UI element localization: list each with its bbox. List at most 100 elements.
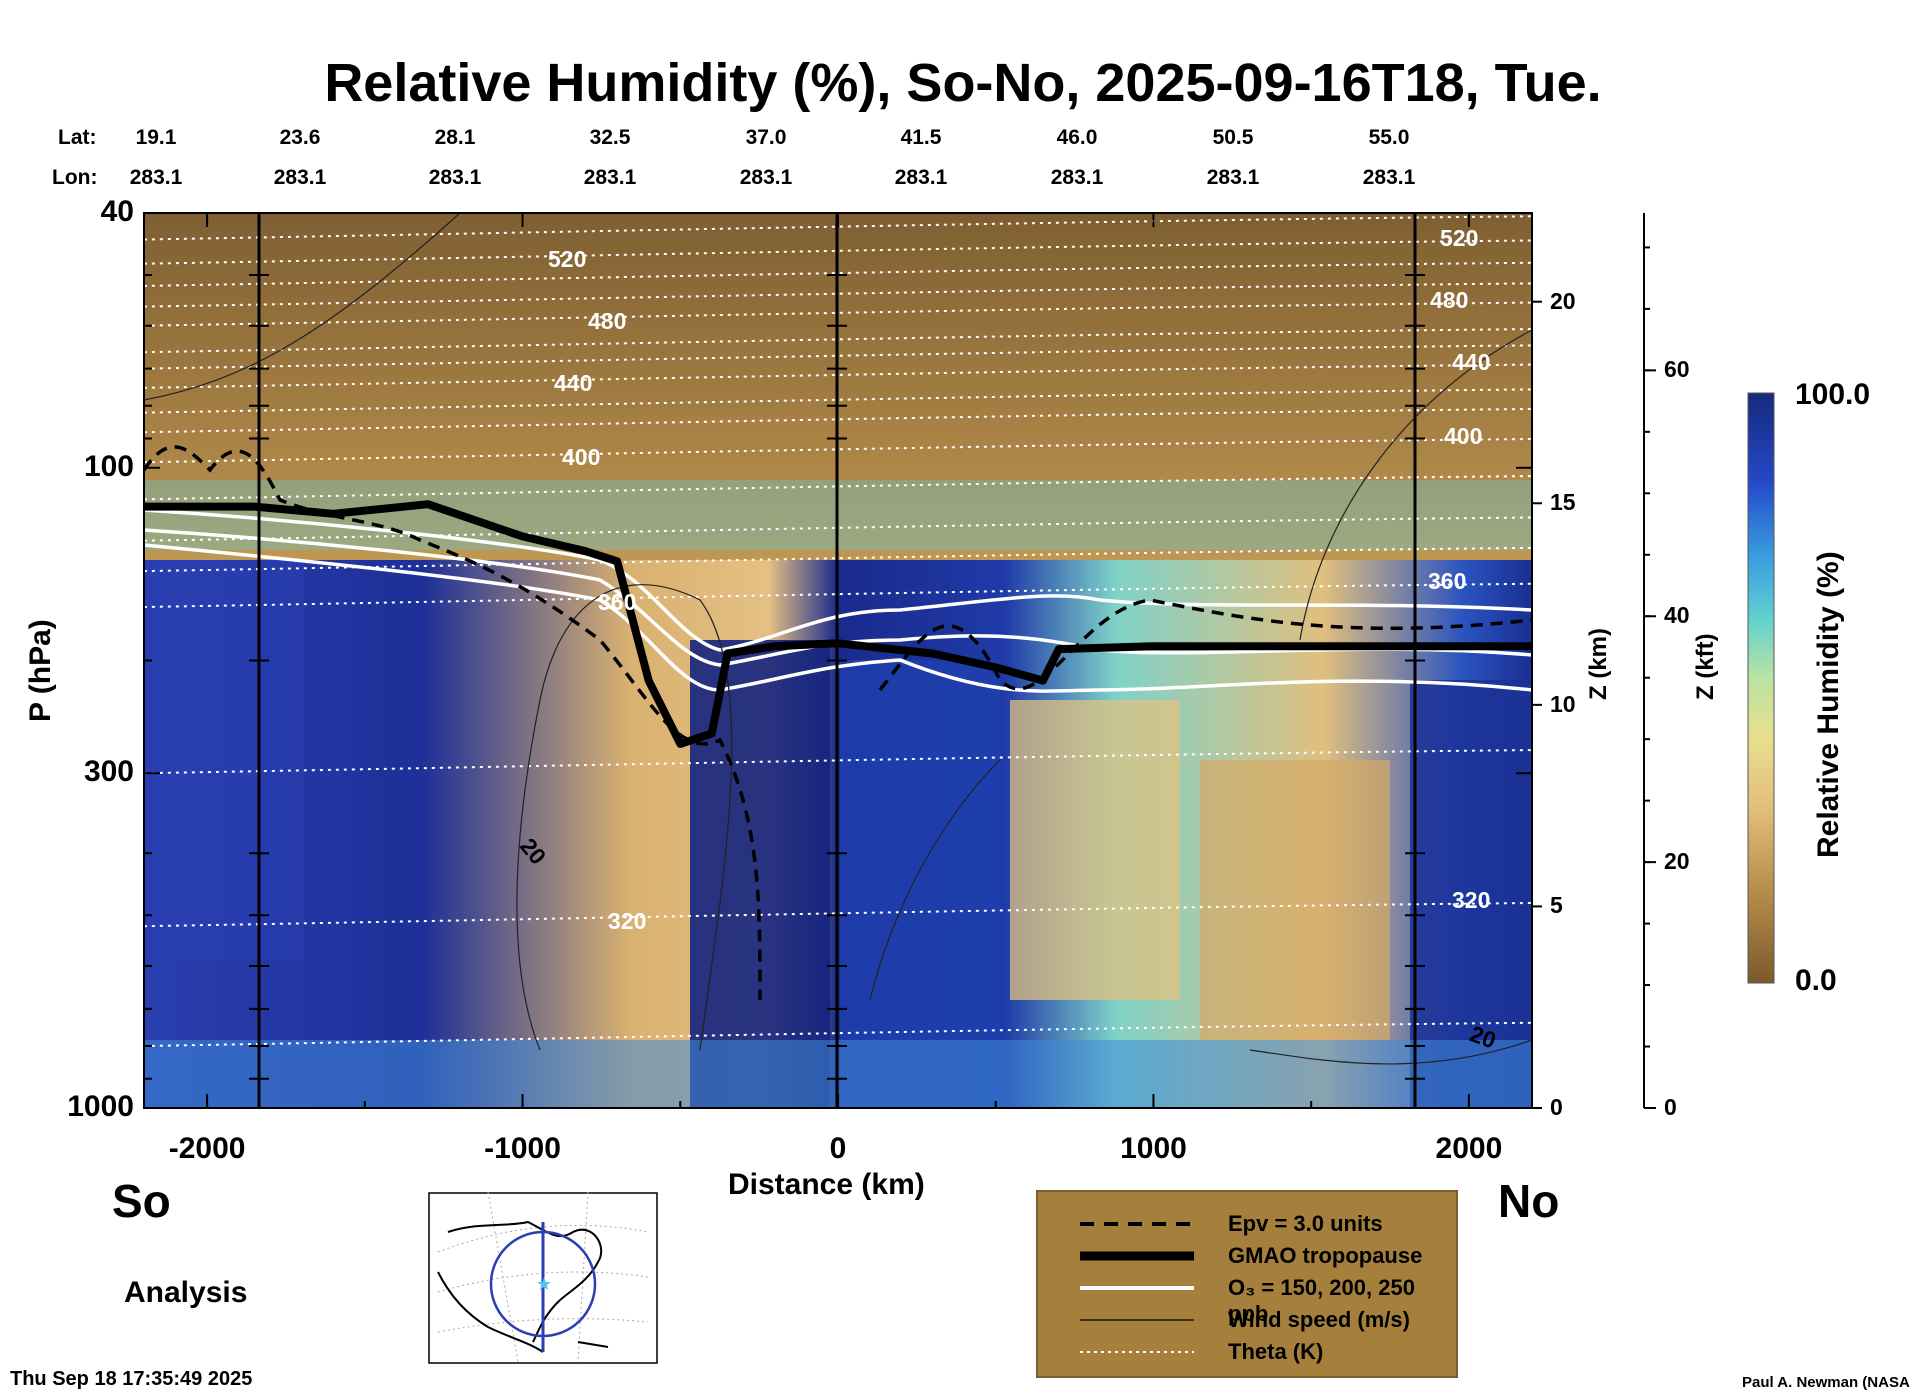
theta-line <box>144 408 1532 434</box>
legend: Epv = 3.0 units GMAO tropopause O₃ = 150… <box>1036 1190 1458 1378</box>
theta-label: 360 <box>598 589 637 615</box>
theta-label: 440 <box>1452 349 1491 375</box>
timestamp: Thu Sep 18 17:35:49 2025 <box>10 1368 253 1390</box>
lon-value: 283.1 <box>1050 166 1104 189</box>
lat-value: 28.1 <box>434 126 476 149</box>
theta-label: 400 <box>1444 423 1483 449</box>
theta-label: 440 <box>554 370 593 396</box>
inset-map: ★ <box>428 1192 658 1364</box>
dry-patch <box>1010 700 1180 1000</box>
y-tick-label: 300 <box>83 755 134 789</box>
map-coastline <box>437 1220 609 1353</box>
theta-label: 520 <box>1440 225 1479 251</box>
lon-label: Lon: <box>52 166 98 189</box>
z-km-tick-label: 10 <box>1550 690 1576 717</box>
x-tick-label: 2000 <box>1435 1132 1503 1165</box>
x-axis-ticks <box>206 213 1470 1108</box>
theta-label: 400 <box>562 444 601 470</box>
epv-contour <box>144 445 1532 1001</box>
analysis-label: Analysis <box>124 1276 248 1309</box>
theta-line <box>144 902 1532 928</box>
wind-contour <box>869 759 1001 1001</box>
y-tick-label: 40 <box>100 195 134 228</box>
lat-value: 37.0 <box>745 126 787 149</box>
moist-column <box>1410 680 1532 1108</box>
y-axis-title: P (hPa) <box>24 619 57 722</box>
legend-item-wind: Wind speed (m/s) <box>1228 1307 1410 1332</box>
legend-swatches <box>1080 1222 1194 1353</box>
x-tick-label: 1000 <box>1120 1132 1187 1165</box>
y-tick-label: 100 <box>83 449 134 483</box>
x-tick-label: 0 <box>829 1132 847 1165</box>
theta-label: 520 <box>548 246 587 272</box>
theta-label: 320 <box>608 908 647 934</box>
lat-value: 23.6 <box>279 126 321 149</box>
theta-line <box>144 1021 1532 1047</box>
theta-line <box>144 363 1532 389</box>
ozone-250 <box>144 543 1532 693</box>
theta-label: 320 <box>1452 887 1491 913</box>
z-kft-tick-label: 40 <box>1664 602 1690 629</box>
x-tick-label: -2000 <box>168 1132 246 1165</box>
epv-line <box>878 598 1532 692</box>
z-km-title: Z (km) <box>1585 628 1612 700</box>
lat-value: 19.1 <box>135 126 177 149</box>
theta-line <box>144 328 1532 354</box>
lon-value: 283.1 <box>1362 166 1416 189</box>
theta-line <box>144 516 1532 542</box>
theta-line <box>144 475 1532 501</box>
epv-line <box>144 445 762 1001</box>
lat-value: 55.0 <box>1368 126 1410 149</box>
theta-label: 480 <box>588 308 627 334</box>
z-kft-title: Z (kft) <box>1692 633 1719 700</box>
legend-item-theta: Theta (K) <box>1228 1339 1324 1364</box>
map-star-icon: ★ <box>536 1274 552 1295</box>
legend-item-epv: Epv = 3.0 units <box>1228 1211 1383 1236</box>
colorbar-title: Relative Humidity (%) <box>1812 551 1845 858</box>
z-kft-tick-label: 20 <box>1664 848 1690 875</box>
theta-line <box>144 546 1532 573</box>
z-kft-tick-label: 0 <box>1664 1094 1677 1120</box>
z-km-tick-label: 15 <box>1550 489 1576 516</box>
theta-label: 360 <box>1428 568 1467 594</box>
lon-value: 283.1 <box>583 166 637 189</box>
lat-value: 46.0 <box>1056 126 1098 149</box>
wind-contours <box>144 213 1532 1065</box>
south-label: So <box>112 1175 171 1227</box>
lon-value: 283.1 <box>129 166 183 189</box>
x-axis-title: Distance (km) <box>728 1168 925 1201</box>
chart-title: Relative Humidity (%), So-No, 2025-09-16… <box>324 53 1602 113</box>
theta-line <box>144 239 1532 265</box>
theta-line <box>144 215 1532 241</box>
theta-line <box>144 301 1532 327</box>
lat-label: Lat: <box>58 126 97 149</box>
wind-contour <box>1299 329 1532 641</box>
legend-item-ozone: O₃ = 150, 200, 250 ppb <box>1228 1275 1415 1326</box>
z-km-tick-label: 5 <box>1550 892 1563 919</box>
colorbar-min-label: 0.0 <box>1795 964 1837 997</box>
theta-contours <box>144 215 1532 1047</box>
credit: Paul A. Newman (NASA <box>1742 1374 1910 1391</box>
lat-value: 32.5 <box>589 126 631 149</box>
lat-value: 50.5 <box>1212 126 1254 149</box>
lon-value: 283.1 <box>894 166 948 189</box>
theta-line <box>144 282 1532 308</box>
colorbar <box>1747 392 1775 984</box>
theta-line <box>144 438 1532 464</box>
lon-value: 283.1 <box>428 166 482 189</box>
moist-column <box>144 560 304 960</box>
wind-contour <box>144 213 461 401</box>
theta-line <box>144 582 1532 608</box>
theta-line <box>144 388 1532 414</box>
lat-value: 41.5 <box>900 126 942 149</box>
theta-line <box>144 261 1532 287</box>
y-axis-ticks <box>144 212 1532 1109</box>
theta-line <box>144 344 1532 370</box>
lon-value: 283.1 <box>1206 166 1260 189</box>
z-km-tick-label: 0 <box>1550 1094 1563 1120</box>
theta-label: 480 <box>1430 287 1469 313</box>
wind-contour <box>1249 1039 1532 1065</box>
lon-value: 283.1 <box>273 166 327 189</box>
ozone-150 <box>144 508 1532 652</box>
